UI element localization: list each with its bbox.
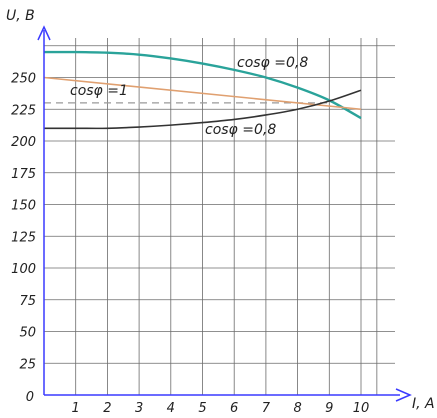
- x-tick-label: 6: [230, 401, 238, 416]
- x-tick-label: 7: [262, 401, 271, 416]
- y-tick-label: 250: [11, 72, 36, 87]
- y-tick-label: 50: [19, 326, 36, 341]
- series-label-3: cosφ =0,8: [205, 122, 276, 138]
- x-tick-label: 2: [103, 401, 111, 416]
- x-axis-label: I, A: [412, 396, 435, 412]
- tick-labels: 1 2 3 4 5 6 7 8 9 10 25 50 75 100 125 150 175 200 225 250 0 U…: [6, 8, 435, 416]
- x-tick-label: 3: [135, 401, 143, 416]
- y-tick-label: 125: [11, 230, 36, 245]
- x-tick-label: 9: [325, 401, 333, 416]
- series-group: [43, 50, 362, 130]
- y-tick-label: 25: [19, 357, 36, 372]
- y-tick-label: 200: [11, 135, 36, 150]
- series-label-1: cosφ =0,8: [237, 55, 308, 71]
- y-tick-label: 175: [11, 167, 36, 182]
- x-tick-label: 8: [293, 401, 301, 416]
- series-label-2: cosφ =1: [70, 83, 128, 99]
- x-axis-arrow: [395, 388, 412, 402]
- x-tick-label: 4: [167, 401, 175, 416]
- series-line-1: [43, 50, 362, 120]
- x-tick-label: 10: [353, 401, 370, 416]
- origin-label: 0: [26, 390, 34, 405]
- x-tick-label: 1: [72, 401, 80, 416]
- series-labels: cosφ =0,8 cosφ =1 cosφ =0,8: [70, 55, 308, 138]
- y-axis-arrow: [37, 25, 51, 41]
- series-line-3: [44, 89, 362, 130]
- x-tick-label: 5: [198, 401, 206, 416]
- y-tick-label: 150: [11, 199, 36, 214]
- grid: [44, 38, 395, 395]
- series-line-2: [43, 76, 362, 111]
- axes: [37, 25, 412, 402]
- y-axis-label: U, B: [6, 8, 35, 24]
- y-tick-label: 75: [19, 294, 36, 309]
- y-tick-label: 100: [11, 262, 36, 277]
- y-tick-label: 225: [11, 103, 36, 118]
